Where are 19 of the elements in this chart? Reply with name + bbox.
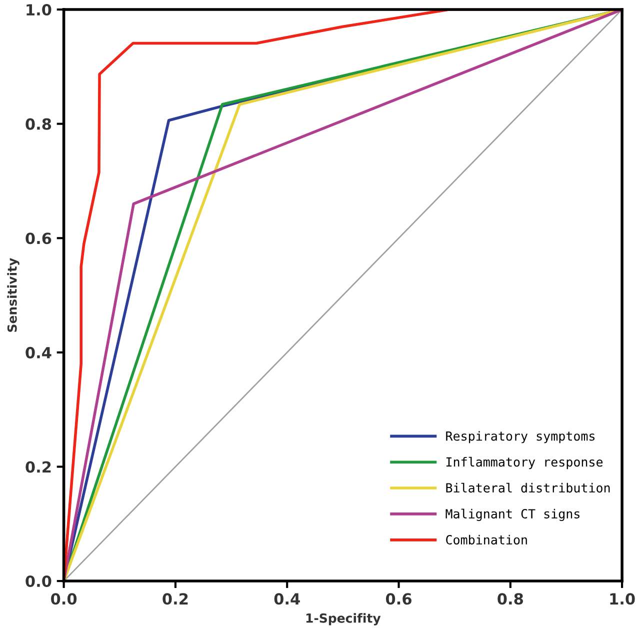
x-tick-label: 1.0	[610, 593, 635, 605]
legend-label: Combination	[446, 534, 527, 544]
y-tick-label: 1.0	[26, 4, 52, 16]
x-tick-label: 0.8	[498, 593, 523, 605]
y-tick-label: 0.0	[26, 575, 52, 588]
legend-label: Bilateral distribution	[446, 482, 610, 493]
x-tick-label: 0.0	[51, 593, 77, 605]
legend-label: Malignant CT signs	[446, 508, 580, 521]
y-tick-label: 0.6	[26, 232, 52, 244]
y-tick-label: 0.4	[26, 346, 52, 358]
y-axis-title: Sensitivity	[7, 258, 20, 332]
x-tick-label: 0.2	[162, 593, 188, 605]
x-tick-label: 0.4	[274, 593, 300, 605]
x-tick-label: 0.6	[386, 593, 412, 605]
y-tick-label: 0.8	[26, 118, 52, 130]
x-axis-title: 1-Specifity	[306, 613, 381, 626]
legend-label: Respiratory symptoms	[446, 431, 595, 444]
y-tick-label: 0.2	[26, 461, 51, 473]
legend-label: Inflammatory response	[446, 456, 603, 470]
